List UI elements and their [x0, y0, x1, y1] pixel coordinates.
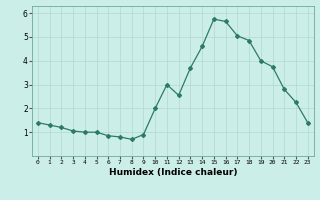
X-axis label: Humidex (Indice chaleur): Humidex (Indice chaleur): [108, 168, 237, 177]
